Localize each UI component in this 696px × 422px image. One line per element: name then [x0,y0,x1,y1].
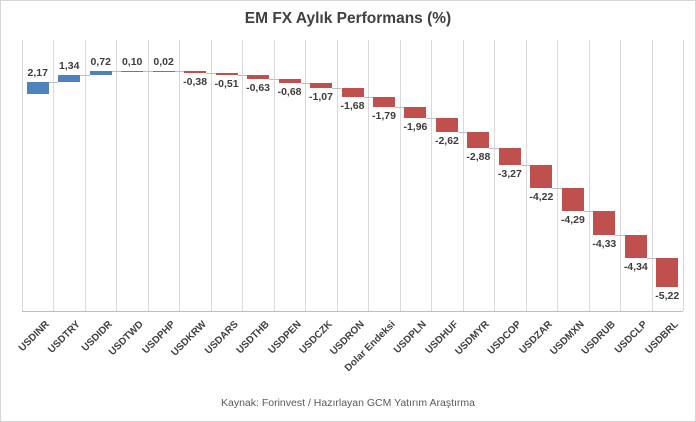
connector-line [520,165,531,167]
chart-title: EM FX Aylık Performans (%) [244,10,452,27]
waterfall-bar-USDBRL [656,258,679,287]
value-label: -1,07 [309,91,333,104]
connector-line [394,107,405,109]
connector-line [206,72,216,74]
waterfall-bar-USDTWD [121,70,144,72]
gridline [368,40,370,311]
waterfall-bar-USDMXN [561,188,584,212]
connector-line [615,234,625,236]
value-label: -1,79 [372,110,396,123]
waterfall-bar-USDIDR [89,71,112,76]
connector-line [269,78,279,80]
waterfall-bar-USDPHP [152,70,175,72]
connector-line [111,71,122,73]
value-label: -2,62 [434,134,459,147]
waterfall-bar-USDMYR [467,131,490,148]
value-label: -0,63 [246,81,271,94]
connector-line [489,147,499,149]
waterfall-bar-USDRUB [593,211,616,235]
connector-line [552,188,562,190]
waterfall-bar-USDZAR [530,165,553,189]
value-label: -4,34 [623,261,648,274]
gridline [683,40,684,311]
source-caption: Kaynak: Forinvest / Hazırlayan GCM Yatır… [220,397,476,409]
gridline [305,40,307,311]
gridline [84,40,86,311]
value-label: -4,22 [529,191,554,204]
value-label: 0,10 [121,55,143,68]
waterfall-bar-USDINR [26,82,49,95]
waterfall-bar-USDCLP [624,234,647,259]
value-label: -1,68 [340,100,365,113]
waterfall-bar-USDCOP [498,147,521,166]
gridline [53,40,55,311]
value-label: -2,88 [466,150,491,163]
connector-line [237,75,248,77]
gridline [273,40,275,311]
value-label: -0,68 [277,85,302,98]
connector-line [426,117,436,119]
gridline [116,40,118,311]
waterfall-bar-Dolar-Endeksi [372,97,395,108]
value-label: -4,33 [592,237,617,250]
value-label: 0,72 [90,56,111,69]
gridline [210,40,212,311]
value-label: 1,34 [58,60,80,73]
gridline [651,40,653,311]
waterfall-bar-USDARS [215,72,238,76]
gridline [620,40,622,311]
connector-line [174,70,185,72]
connector-line [80,75,90,77]
x-axis-line [22,311,683,312]
value-label: -1,96 [403,120,428,133]
waterfall-bar-USDPLN [404,107,427,118]
waterfall-bar-USDHUF [435,117,458,132]
gridline [242,40,244,311]
waterfall-bar-USDRON [341,88,364,98]
value-label: 2,17 [27,67,48,80]
connector-line [143,70,153,72]
value-label: -4,29 [560,214,585,227]
connector-line [48,82,59,84]
connector-line [363,97,373,99]
gridline [588,40,590,311]
gridline [557,40,559,311]
gridline [336,40,338,311]
waterfall-bar-USDPEN [278,78,301,83]
gridline [462,40,464,311]
gridline [179,40,181,311]
connector-line [583,211,594,213]
connector-line [646,258,657,260]
waterfall-bar-USDCZK [310,82,333,89]
value-label: 0,02 [153,55,174,68]
waterfall-bar-USDTRY [58,75,81,83]
waterfall-bar-USDKRW [184,70,207,73]
value-label: -3,27 [497,168,522,181]
waterfall-bar-USDTHB [247,75,270,79]
value-label: -5,22 [655,289,680,302]
connector-line [457,131,468,133]
gridline [525,40,527,311]
connector-line [300,82,311,84]
value-label: -0,38 [183,75,208,88]
gridline [147,40,149,311]
value-label: -0,51 [214,78,239,91]
gridline [494,40,496,311]
gridline [22,40,23,311]
gridline [399,40,401,311]
gridline [431,40,433,311]
connector-line [332,88,342,90]
